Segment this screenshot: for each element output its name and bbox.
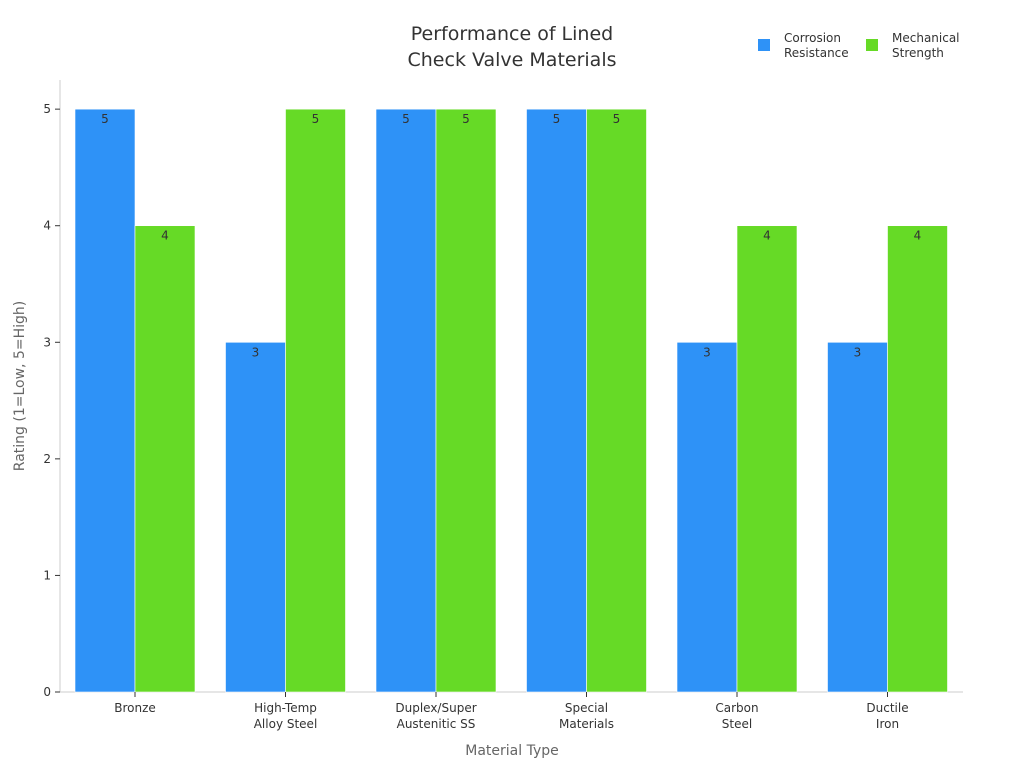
bar-value-label: 5: [312, 112, 320, 126]
x-tick-label: Materials: [559, 717, 614, 731]
bar-value-label: 4: [763, 229, 771, 243]
bar-corrosion-resistance: [827, 341, 888, 693]
y-tick-label: 4: [43, 219, 51, 233]
y-tick-label: 3: [43, 335, 51, 349]
bar-value-label: 5: [101, 112, 109, 126]
legend-swatch-corrosion-resistance: [758, 39, 770, 51]
bar-corrosion-resistance: [375, 108, 437, 693]
x-tick-label: Special: [565, 701, 608, 715]
bar-value-label: 4: [161, 229, 169, 243]
bar-corrosion-resistance: [676, 341, 738, 693]
bar-value-label: 3: [854, 345, 862, 359]
legend-label: Resistance: [784, 46, 849, 60]
x-tick-label: Iron: [876, 717, 899, 731]
bar-mechanical-strength: [736, 225, 798, 693]
legend-label: Strength: [892, 46, 944, 60]
bar-mechanical-strength: [887, 225, 948, 693]
bar-corrosion-resistance: [225, 341, 286, 693]
bar-mechanical-strength: [586, 108, 647, 693]
bar-mechanical-strength: [435, 108, 497, 693]
bar-value-label: 3: [252, 345, 260, 359]
bar-value-label: 5: [553, 112, 561, 126]
x-tick-label: High-Temp: [254, 701, 317, 715]
bar-value-label: 5: [402, 112, 410, 126]
x-tick-label: Steel: [722, 717, 752, 731]
y-axis-title: Rating (1=Low, 5=High): [12, 301, 28, 471]
x-tick-label: Carbon: [715, 701, 758, 715]
legend-label: Corrosion: [784, 31, 841, 45]
plot-area: 0 1 2 3 4 5 5 4 Bronze 3 5 High-Temp Alloy Steel 5 5 Du…: [43, 80, 963, 731]
chart-title-line-2: Check Valve Materials: [408, 49, 617, 71]
x-tick-label: Bronze: [114, 701, 156, 715]
legend-swatch-mechanical-strength: [866, 39, 878, 51]
y-tick-label: 1: [43, 568, 51, 582]
y-tick-label: 5: [43, 102, 51, 116]
y-tick-label: 2: [43, 452, 51, 466]
bar-mechanical-strength: [134, 225, 196, 693]
x-tick-label: Duplex/Super: [395, 701, 476, 715]
x-tick-label: Ductile: [866, 701, 908, 715]
y-tick-label: 0: [43, 685, 51, 699]
x-tick-label: Austenitic SS: [397, 717, 476, 731]
chart-title-line-1: Performance of Lined: [411, 23, 613, 45]
bar-mechanical-strength: [285, 108, 346, 693]
x-axis-title: Material Type: [465, 743, 558, 759]
legend-label: Mechanical: [892, 31, 960, 45]
x-tick-label: Alloy Steel: [254, 717, 318, 731]
bar-value-label: 4: [914, 229, 922, 243]
bar-value-label: 5: [462, 112, 470, 126]
bar-value-label: 3: [703, 345, 711, 359]
bar-corrosion-resistance: [74, 108, 136, 693]
bar-value-label: 5: [613, 112, 621, 126]
bar-corrosion-resistance: [526, 108, 587, 693]
